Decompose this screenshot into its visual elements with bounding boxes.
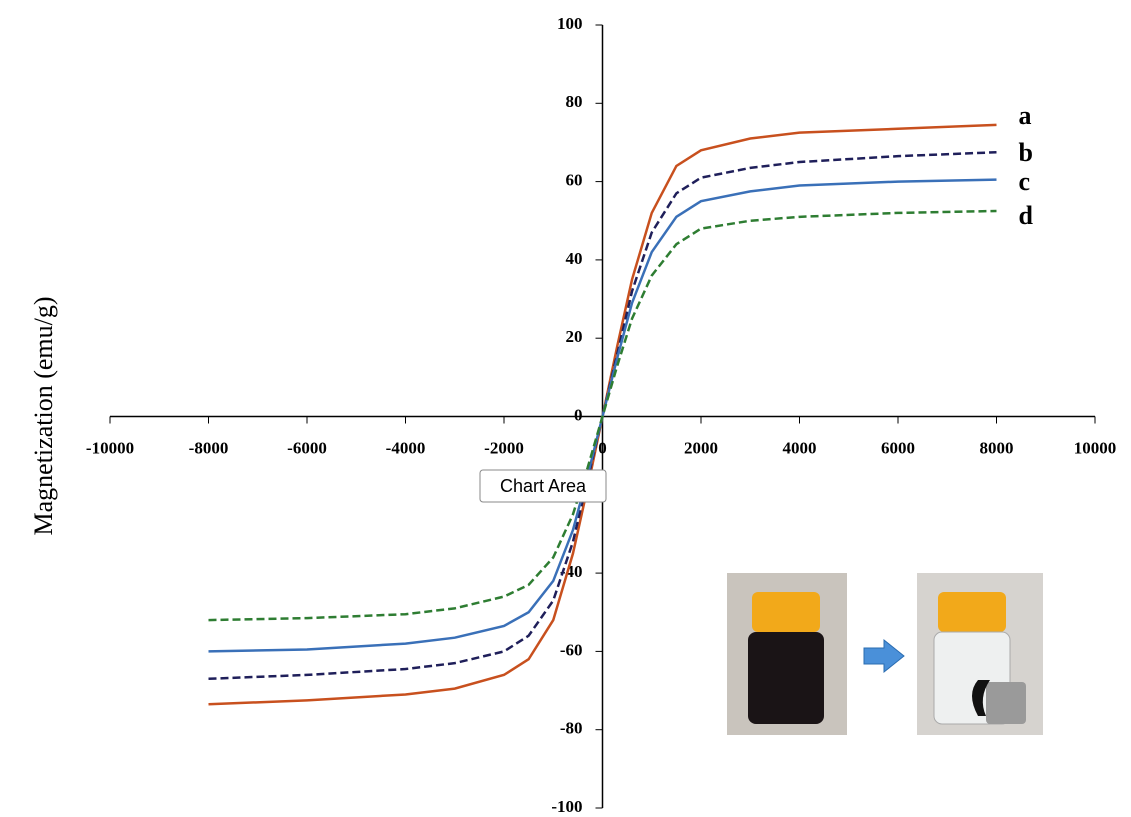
legend-label: a <box>1019 101 1032 130</box>
particles <box>972 680 990 716</box>
x-tick-label: 10000 <box>1074 438 1117 457</box>
x-tick-label: -8000 <box>189 438 229 457</box>
vial-dark <box>748 632 824 724</box>
y-tick-label: -100 <box>551 797 582 816</box>
series-line <box>208 150 997 681</box>
tooltip-text: Chart Area <box>500 476 587 496</box>
arrow <box>863 638 905 674</box>
x-tick-label: 2000 <box>684 438 718 457</box>
x-tick-label: -6000 <box>287 438 327 457</box>
x-tick-label: -10000 <box>86 438 134 457</box>
plot: -10000 -8000 -6000 -4000 -2000 0 2000 4000 6000 8… <box>86 14 1116 816</box>
y-tick-label: 40 <box>566 249 583 268</box>
legend-label: d <box>1019 201 1034 230</box>
vial-cap <box>938 592 1006 632</box>
magnet <box>986 682 1026 724</box>
legend-label: b <box>1019 138 1033 167</box>
y-tick-label: 20 <box>566 327 583 346</box>
y-tick-label: 80 <box>566 92 583 111</box>
x-tick-label: 8000 <box>980 438 1014 457</box>
x-tick-label: -4000 <box>386 438 426 457</box>
series-line <box>208 209 997 622</box>
x-tick-label: 4000 <box>783 438 817 457</box>
y-tick-label: -80 <box>560 719 583 738</box>
tooltip <box>479 469 607 503</box>
x-tick-label: -2000 <box>484 438 524 457</box>
x-tick-label: 6000 <box>881 438 915 457</box>
legend-label: c <box>1019 167 1031 196</box>
x-tick-label: 0 <box>598 438 607 457</box>
vial-cap <box>752 592 820 632</box>
photo-inset <box>727 573 1043 735</box>
y-tick-label: 60 <box>566 171 583 190</box>
y-axis-label: Magnetization (emu/g) <box>29 297 58 536</box>
y-tick-label: -60 <box>560 640 583 659</box>
y-tick-label: 100 <box>557 14 583 33</box>
y-tick-label: 0 <box>574 405 583 424</box>
